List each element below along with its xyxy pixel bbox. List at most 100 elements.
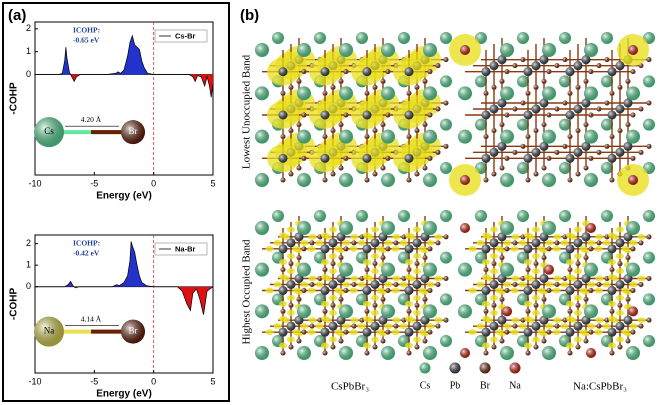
orbital bbox=[413, 268, 421, 275]
orbital bbox=[608, 259, 616, 266]
orbital bbox=[321, 259, 329, 266]
orbital bbox=[371, 336, 379, 343]
bond-length: 4.14 Å bbox=[81, 314, 102, 323]
atom-shade bbox=[531, 238, 541, 248]
y-tick-label: 1 bbox=[26, 46, 31, 56]
orbital bbox=[342, 239, 351, 246]
annotation: ICOHP: bbox=[73, 239, 100, 248]
atom-shade bbox=[628, 45, 638, 55]
atom-shade bbox=[539, 55, 549, 65]
atom-shade bbox=[565, 286, 575, 295]
orbital bbox=[621, 245, 630, 252]
orbital bbox=[587, 281, 596, 288]
atom-shade bbox=[573, 104, 583, 114]
orbital bbox=[560, 323, 569, 330]
atom-shade bbox=[320, 110, 330, 120]
orbital bbox=[594, 287, 603, 294]
atom-shade bbox=[523, 327, 533, 337]
orbital bbox=[321, 342, 329, 349]
orbital bbox=[273, 323, 282, 330]
atom-shade bbox=[404, 153, 414, 163]
atom-shade bbox=[481, 286, 491, 295]
orbital bbox=[510, 329, 519, 336]
atom-shade bbox=[440, 251, 452, 264]
orbital bbox=[637, 233, 646, 240]
atom-shade bbox=[406, 177, 412, 183]
y-axis-label: -COHP bbox=[9, 82, 20, 115]
orbital bbox=[490, 226, 498, 233]
atom-shade bbox=[615, 61, 625, 71]
atom-shade bbox=[280, 177, 286, 183]
orbital bbox=[621, 329, 630, 336]
atom-shade bbox=[586, 223, 596, 233]
atom-shade bbox=[372, 344, 378, 350]
legend-label: Br bbox=[480, 380, 491, 391]
atom-shade bbox=[628, 306, 638, 317]
atom-shade bbox=[458, 129, 472, 144]
atom-shade bbox=[502, 306, 512, 317]
atom-shade bbox=[296, 165, 302, 171]
orbital bbox=[376, 245, 385, 252]
atom-shade bbox=[539, 274, 549, 283]
x-tick-label: 0 bbox=[151, 178, 156, 188]
orbital bbox=[426, 239, 435, 246]
atom-shade bbox=[364, 350, 370, 356]
orbital bbox=[342, 323, 351, 330]
atom-shade bbox=[481, 153, 491, 163]
orbital bbox=[315, 239, 324, 246]
atom-shade bbox=[497, 55, 507, 65]
atom-shade bbox=[362, 286, 372, 295]
orbital bbox=[545, 239, 554, 246]
atom-shade bbox=[272, 32, 284, 44]
orbital bbox=[321, 315, 329, 322]
atom-shade bbox=[294, 315, 304, 325]
orbital bbox=[363, 342, 371, 349]
orbital bbox=[594, 329, 603, 336]
orbital bbox=[566, 232, 574, 239]
atom-shade bbox=[500, 262, 514, 277]
atom-shade bbox=[491, 344, 497, 350]
atom-shade bbox=[581, 315, 591, 325]
atom-shade bbox=[626, 221, 640, 235]
atom-shade bbox=[288, 171, 294, 177]
orbital bbox=[553, 233, 562, 240]
atom-shade bbox=[542, 43, 556, 57]
atom-shade bbox=[523, 110, 533, 120]
atom-shade bbox=[339, 221, 353, 235]
orbital bbox=[524, 300, 532, 307]
cohp-area bbox=[35, 35, 190, 75]
atom-shade bbox=[542, 86, 556, 101]
atom-shade bbox=[615, 321, 625, 331]
atom-shade bbox=[255, 304, 269, 319]
atom-shade bbox=[378, 232, 388, 242]
atom-shade bbox=[255, 129, 269, 144]
orbital bbox=[495, 329, 504, 336]
orbital bbox=[553, 275, 562, 282]
atom-shade bbox=[517, 118, 529, 131]
orbital bbox=[418, 329, 427, 336]
atom-shade bbox=[381, 221, 395, 235]
orbital bbox=[574, 336, 582, 343]
orbital bbox=[495, 245, 504, 252]
x-axis-label: Energy (eV) bbox=[96, 389, 152, 400]
orbital bbox=[608, 274, 616, 281]
atom-shade bbox=[34, 316, 64, 347]
bond-length: 4.20 Å bbox=[81, 115, 102, 124]
atom-shade bbox=[517, 75, 529, 88]
atom-shade bbox=[320, 153, 330, 163]
atom-shade bbox=[481, 110, 491, 120]
orbital bbox=[616, 294, 624, 301]
orbital bbox=[511, 317, 520, 324]
atom-shade bbox=[623, 141, 633, 151]
orbital bbox=[476, 239, 485, 246]
atom-shade bbox=[296, 338, 302, 344]
atom-shade bbox=[481, 67, 491, 77]
atom-shade bbox=[479, 362, 491, 374]
orbital bbox=[595, 233, 604, 240]
atom-shade bbox=[294, 274, 304, 283]
orbital bbox=[574, 309, 582, 316]
orbital bbox=[545, 323, 554, 330]
orbital bbox=[490, 336, 498, 343]
orbital bbox=[621, 287, 630, 294]
atom-shade bbox=[517, 210, 529, 222]
